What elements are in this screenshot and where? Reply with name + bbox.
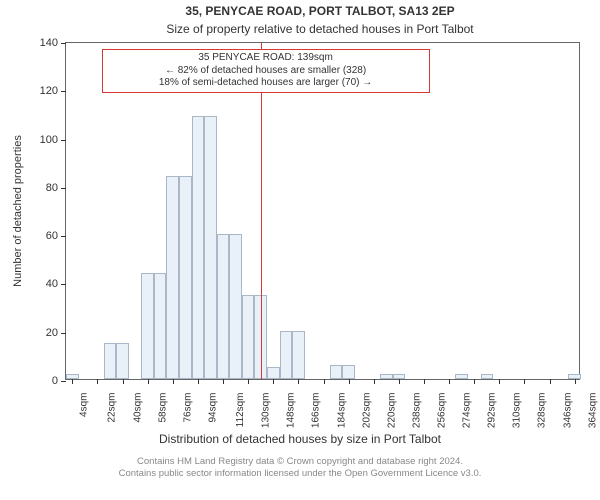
xtick-line	[298, 379, 299, 384]
ytick-label: 100	[40, 134, 66, 146]
xtick-label: 202sqm	[361, 393, 372, 429]
xtick-label: 76sqm	[182, 393, 193, 423]
bar	[179, 176, 192, 379]
bar	[242, 295, 255, 380]
footer-line1: Contains HM Land Registry data © Crown c…	[0, 456, 600, 468]
xtick-label: 58sqm	[157, 393, 168, 423]
xtick-label: 40sqm	[132, 393, 143, 423]
xtick-label: 148sqm	[286, 393, 297, 429]
xtick-line	[72, 379, 73, 384]
xtick-line	[223, 379, 224, 384]
chart-container: { "title_main": "35, PENYCAE ROAD, PORT …	[0, 0, 600, 500]
xtick-line	[424, 379, 425, 384]
xtick-label: 130sqm	[260, 393, 271, 429]
bar	[380, 374, 393, 379]
xtick-line	[374, 379, 375, 384]
xtick-line	[524, 379, 525, 384]
xtick-label: 346sqm	[562, 393, 573, 429]
xtick-label: 220sqm	[386, 393, 397, 429]
bar	[154, 273, 167, 379]
xtick-label: 328sqm	[537, 393, 548, 429]
xtick-label: 94sqm	[207, 393, 218, 423]
marker-line	[261, 43, 262, 379]
xtick-label: 238sqm	[411, 393, 422, 429]
xtick-line	[499, 379, 500, 384]
xtick-label: 22sqm	[107, 393, 118, 423]
xtick-line	[123, 379, 124, 384]
annotation-line: ← 82% of detached houses are smaller (32…	[107, 65, 425, 78]
title-main: 35, PENYCAE ROAD, PORT TALBOT, SA13 2EP	[50, 4, 590, 18]
bar	[217, 234, 230, 379]
bar	[455, 374, 468, 379]
xtick-line	[148, 379, 149, 384]
ytick-label: 20	[46, 327, 66, 339]
xtick-line	[399, 379, 400, 384]
xtick-label: 364sqm	[587, 393, 598, 429]
ytick-label: 40	[46, 278, 66, 290]
xtick-line	[575, 379, 576, 384]
ytick-label: 80	[46, 182, 66, 194]
xtick-label: 184sqm	[336, 393, 347, 429]
ytick-label: 120	[40, 85, 66, 97]
bar	[292, 331, 305, 379]
xtick-label: 274sqm	[461, 393, 472, 429]
footer-line2: Contains public sector information licen…	[0, 468, 600, 480]
xtick-line	[550, 379, 551, 384]
xtick-label: 4sqm	[79, 393, 90, 417]
footer-attribution: Contains HM Land Registry data © Crown c…	[0, 456, 600, 480]
title-sub: Size of property relative to detached ho…	[50, 22, 590, 36]
xtick-label: 166sqm	[311, 393, 322, 429]
annotation-line: 35 PENYCAE ROAD: 139sqm	[107, 52, 425, 65]
bar	[141, 273, 154, 379]
bar	[229, 234, 242, 379]
bar	[192, 116, 205, 379]
bar	[342, 365, 355, 379]
y-axis-label: Number of detached properties	[12, 135, 24, 287]
xtick-line	[273, 379, 274, 384]
x-axis-label: Distribution of detached houses by size …	[0, 432, 600, 446]
xtick-line	[173, 379, 174, 384]
bar	[104, 343, 117, 379]
ytick-label: 0	[52, 375, 66, 387]
xtick-line	[198, 379, 199, 384]
xtick-line	[349, 379, 350, 384]
ytick-label: 60	[46, 230, 66, 242]
xtick-line	[474, 379, 475, 384]
xtick-line	[248, 379, 249, 384]
xtick-label: 292sqm	[487, 393, 498, 429]
bar	[204, 116, 217, 379]
bar	[166, 176, 179, 379]
bar	[330, 365, 343, 379]
xtick-label: 256sqm	[436, 393, 447, 429]
annotation-line: 18% of semi-detached houses are larger (…	[107, 77, 425, 90]
annotation-box: 35 PENYCAE ROAD: 139sqm← 82% of detached…	[102, 49, 430, 93]
ytick-label: 140	[40, 37, 66, 49]
plot-area: 0204060801001201404sqm22sqm40sqm58sqm76s…	[65, 42, 580, 380]
bar	[116, 343, 129, 379]
xtick-line	[324, 379, 325, 384]
xtick-line	[97, 379, 98, 384]
bar	[280, 331, 293, 379]
bar	[267, 367, 280, 379]
xtick-label: 310sqm	[512, 393, 523, 429]
xtick-label: 112sqm	[235, 393, 246, 428]
bar	[481, 374, 494, 379]
xtick-line	[449, 379, 450, 384]
